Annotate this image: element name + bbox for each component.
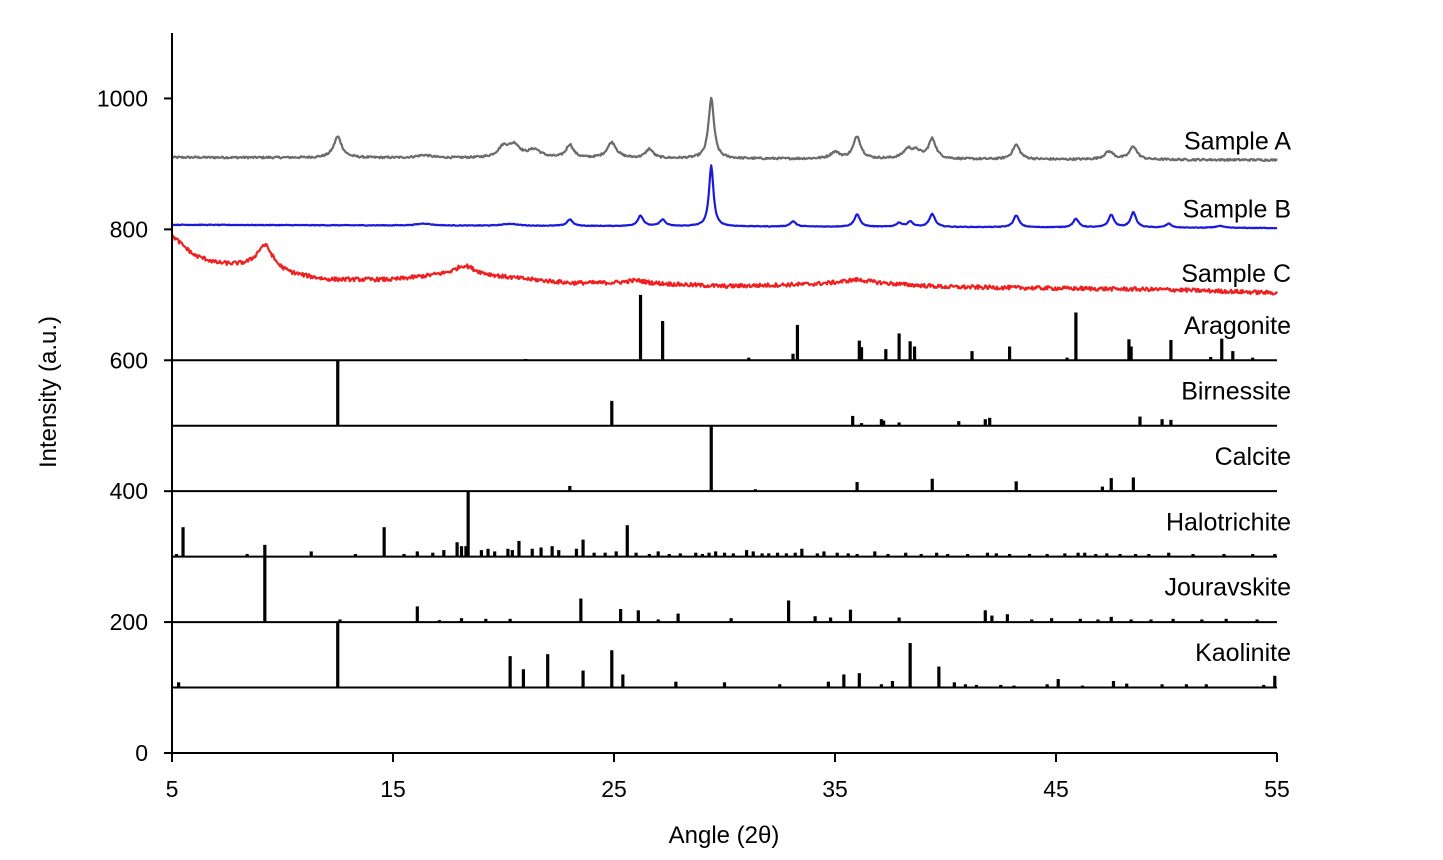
pattern-line: [171, 164, 1278, 230]
y-tick-label: 0: [135, 740, 148, 766]
series-label-calcite: Calcite: [1215, 443, 1291, 471]
series-label-sample-b: Sample B: [1183, 195, 1291, 223]
pattern-line: [171, 96, 1278, 162]
pattern-line: [170, 233, 1278, 296]
series-calcite: [172, 425, 1277, 493]
x-tick-label: 5: [166, 776, 179, 802]
x-tick-label: 35: [822, 776, 848, 802]
series-kaolinite: [172, 622, 1277, 689]
x-tick-label: 15: [380, 776, 406, 802]
series-jouravskite: [172, 556, 1277, 624]
series-halotrichite: [172, 491, 1277, 558]
y-tick-label: 600: [110, 347, 148, 373]
x-tick-label: 25: [601, 776, 627, 802]
series-sample-b: [171, 164, 1278, 230]
y-tick-label: 200: [110, 609, 148, 635]
y-tick-label: 400: [110, 478, 148, 504]
axes: 0 200 400 600 800 1000 5 15 25 35 45 55: [97, 33, 1290, 802]
x-axis-title: Angle (2θ): [669, 822, 780, 849]
series-sample-c: [170, 233, 1278, 296]
series-label-halotrichite: Halotrichite: [1166, 508, 1291, 536]
series-labels: Sample A Sample B Sample C Aragonite Birness…: [1165, 127, 1292, 667]
series-label-sample-c: Sample C: [1181, 260, 1291, 288]
series-label-sample-a: Sample A: [1184, 127, 1291, 155]
series-label-aragonite: Aragonite: [1184, 312, 1291, 340]
y-axis-title: Intensity (a.u.): [35, 316, 62, 468]
series-label-jouravskite: Jouravskite: [1165, 574, 1291, 602]
series-birnessite: [172, 360, 1277, 427]
series-layer: [170, 96, 1278, 689]
series-label-kaolinite: Kaolinite: [1195, 639, 1291, 667]
y-tick-label: 1000: [97, 85, 148, 111]
series-sample-a: [171, 96, 1278, 162]
series-label-birnessite: Birnessite: [1181, 377, 1291, 405]
series-aragonite: [172, 294, 1277, 362]
y-tick-label: 800: [110, 216, 148, 242]
x-tick-label: 45: [1043, 776, 1069, 802]
x-tick-label: 55: [1264, 776, 1290, 802]
